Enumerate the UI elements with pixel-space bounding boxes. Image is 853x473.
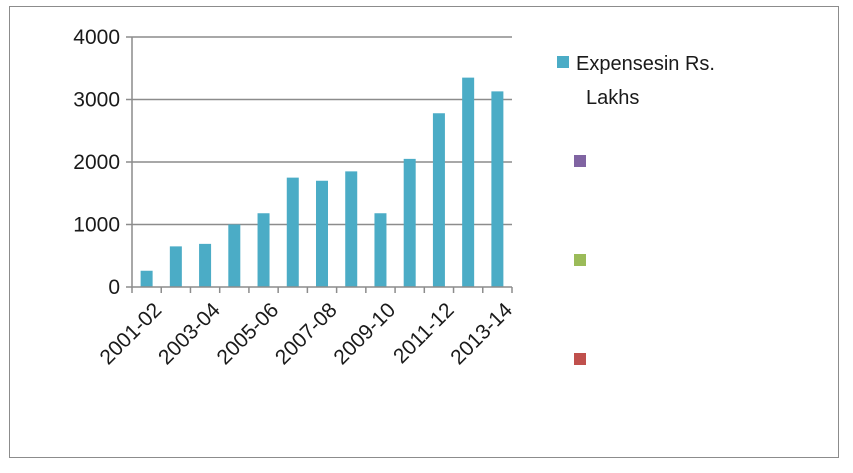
bars xyxy=(140,77,504,287)
x-tick-label: 2005-06 xyxy=(212,298,283,369)
bar-2007-08 xyxy=(316,180,328,287)
x-tick-label: 2009-10 xyxy=(329,298,400,369)
y-tick-label: 4000 xyxy=(73,26,120,49)
bar-2013-14 xyxy=(491,91,504,287)
y-tick-label: 0 xyxy=(108,276,120,299)
chart-frame xyxy=(9,6,839,458)
legend: Expensesin Rs. Lakhs xyxy=(557,53,715,365)
y-tick-label: 3000 xyxy=(73,89,120,112)
legend-label-line1: Expensesin Rs. xyxy=(576,53,715,75)
bar-2009-10 xyxy=(374,213,387,287)
y-tick-labels: 0 1000 2000 3000 4000 xyxy=(73,26,120,299)
bar-2005-06 xyxy=(257,213,270,287)
legend-label-line2: Lakhs xyxy=(586,87,639,109)
x-tick-label: 2003-04 xyxy=(154,298,225,369)
legend-swatch-empty-2 xyxy=(574,254,586,266)
bar-2008-09 xyxy=(345,171,358,287)
gridlines xyxy=(126,36,512,288)
legend-swatch-empty-3 xyxy=(574,353,586,365)
bar-2006-07 xyxy=(286,177,299,287)
bar-2012-13 xyxy=(462,77,475,287)
bar-2004-05 xyxy=(228,224,241,287)
axes xyxy=(131,37,513,293)
x-tick-label: 2001-02 xyxy=(96,298,167,369)
y-tick-label: 1000 xyxy=(73,214,120,237)
bar-2010-11 xyxy=(403,158,416,287)
y-tick-label: 2000 xyxy=(73,151,120,174)
x-tick-labels: 2001-022003-042005-062007-082009-102011-… xyxy=(96,298,518,369)
legend-swatch-expenses xyxy=(557,56,569,68)
bar-2011-12 xyxy=(432,113,445,287)
bar-2002-03 xyxy=(169,246,182,287)
x-tick-label: 2013-14 xyxy=(446,298,517,369)
legend-swatch-empty-1 xyxy=(574,155,586,167)
x-tick-label: 2007-08 xyxy=(271,298,342,369)
bar-2001-02 xyxy=(140,270,153,287)
bar-2003-04 xyxy=(199,243,212,287)
x-tick-label: 2011-12 xyxy=(389,298,459,368)
